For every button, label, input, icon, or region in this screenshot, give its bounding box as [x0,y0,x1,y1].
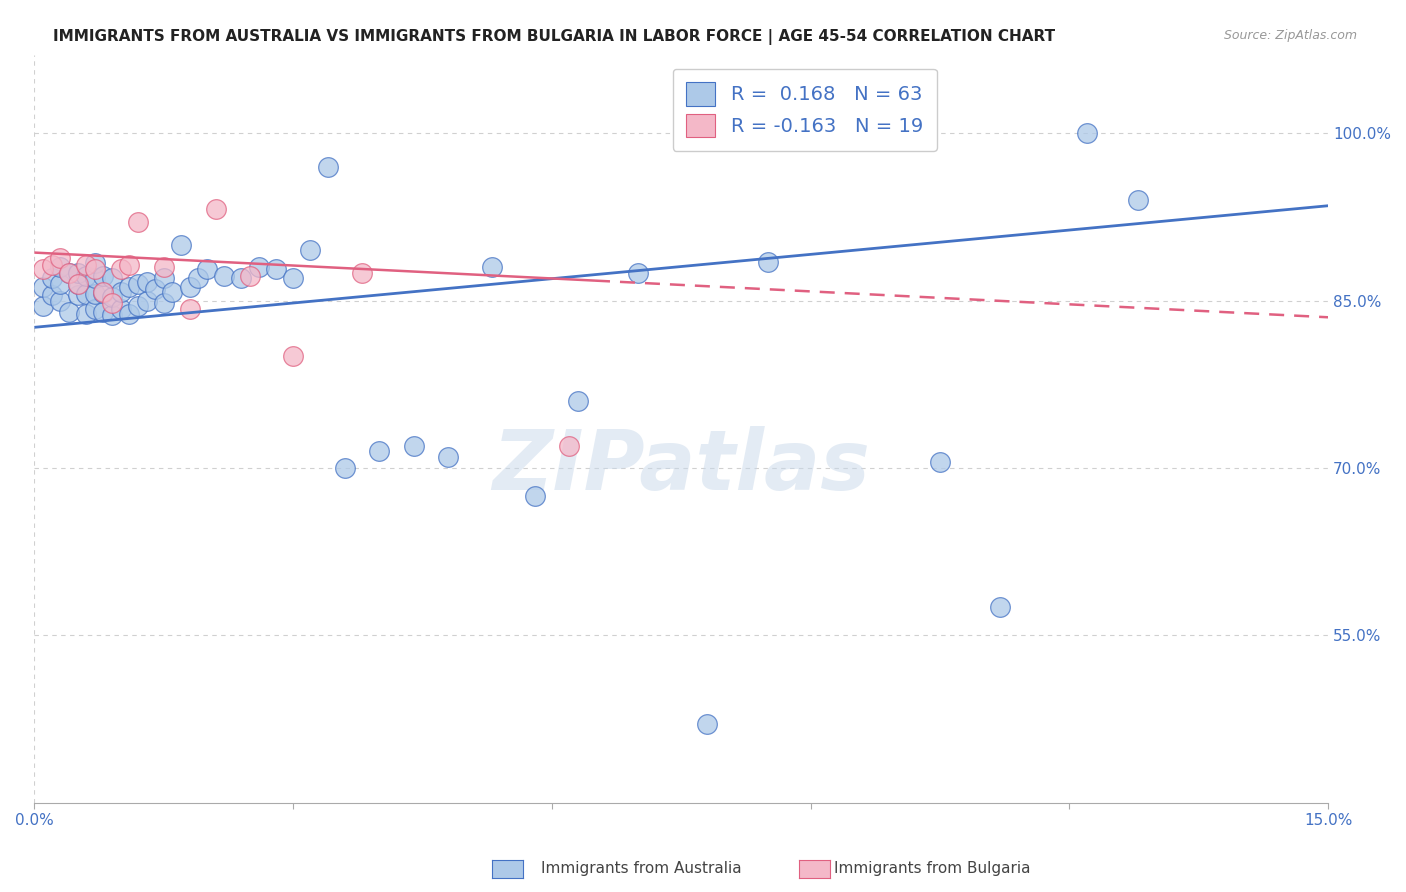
Point [195,262,218,277]
Point [66,266,89,280]
Point [66,288,89,302]
Point [316,160,339,174]
Point [58,266,80,280]
Point [83,255,105,269]
Point [247,260,270,274]
Text: Source: ZipAtlas.com: Source: ZipAtlas.com [1223,29,1357,42]
Point [75,286,97,301]
Point [110,285,132,299]
Point [41,271,63,285]
Point [101,271,124,285]
Point [49,293,72,308]
Point [83,271,105,285]
Point [368,444,391,458]
Point [118,258,141,272]
Point [49,251,72,265]
Point [281,349,304,363]
Point [93,268,115,283]
Point [152,295,174,310]
Point [93,285,115,299]
Point [83,286,105,301]
Point [152,260,174,274]
Point [558,439,581,453]
Point [1076,126,1098,140]
Point [333,461,356,475]
Point [281,271,304,285]
Point [58,304,80,318]
Point [58,266,80,280]
Point [143,282,166,296]
Point [929,455,952,469]
Point [627,266,650,280]
Point [49,260,72,274]
Point [567,393,589,408]
Legend: R =  0.168   N = 63, R = -0.163   N = 19: R = 0.168 N = 63, R = -0.163 N = 19 [672,69,936,151]
Point [75,258,97,272]
Point [402,439,425,453]
Point [127,299,149,313]
Point [75,307,97,321]
Point [162,285,184,299]
Point [118,307,141,321]
Point [481,260,503,274]
Text: IMMIGRANTS FROM AUSTRALIA VS IMMIGRANTS FROM BULGARIA IN LABOR FORCE | AGE 45-54: IMMIGRANTS FROM AUSTRALIA VS IMMIGRANTS … [53,29,1056,45]
Point [170,237,193,252]
Point [1128,193,1150,207]
Point [990,600,1012,615]
Point [83,302,105,317]
Point [93,304,115,318]
Point [118,280,141,294]
Point [696,717,718,731]
Point [66,277,89,291]
Point [32,299,55,313]
Point [110,302,132,317]
Point [231,271,253,285]
Text: Immigrants from Australia: Immigrants from Australia [541,862,742,876]
Point [187,271,209,285]
Point [212,268,235,283]
Point [66,277,89,291]
Point [135,275,157,289]
Point [179,280,201,294]
Point [41,258,63,272]
Point [817,126,839,140]
Point [110,262,132,277]
Point [83,262,105,277]
Point [352,266,374,280]
Point [179,302,201,317]
Point [32,262,55,277]
Point [41,288,63,302]
Point [264,262,287,277]
Point [756,254,779,268]
Point [93,285,115,300]
Point [523,489,546,503]
Point [152,271,174,285]
Point [101,290,124,304]
Point [135,293,157,308]
Point [49,277,72,291]
Point [299,244,322,258]
Point [127,277,149,291]
Point [101,295,124,310]
Point [204,202,226,216]
Point [239,268,262,283]
Point [127,215,149,229]
Point [437,450,460,464]
Point [101,308,124,322]
Text: Immigrants from Bulgaria: Immigrants from Bulgaria [834,862,1031,876]
Point [32,280,55,294]
Point [75,268,97,283]
Text: ZIPatlas: ZIPatlas [492,425,870,507]
